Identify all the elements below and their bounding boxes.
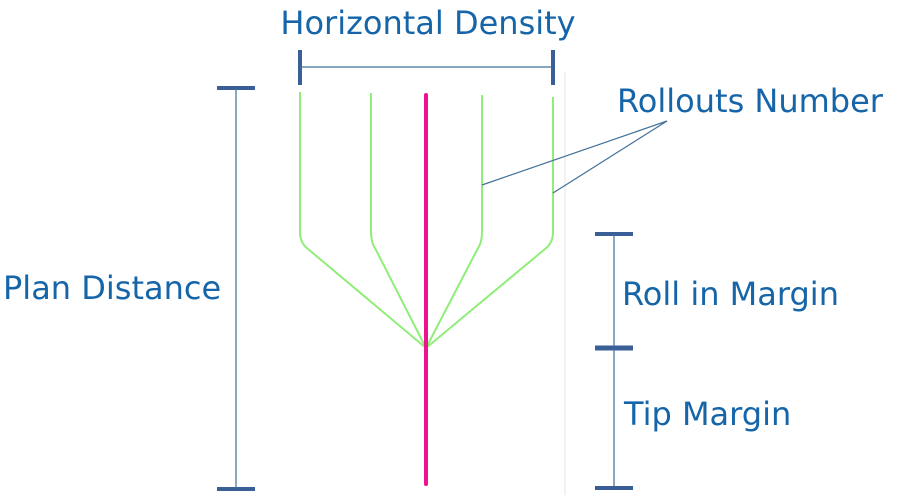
- rollout-path: [299, 92, 427, 349]
- plan-distance-label: Plan Distance: [3, 269, 221, 307]
- roll-in-margin-label: Roll in Margin: [622, 275, 839, 313]
- horizontal-density-label: Horizontal Density: [280, 4, 575, 42]
- pointer-line: [552, 120, 668, 194]
- rollout-path: [370, 93, 427, 349]
- margin-dimensions: [595, 232, 633, 490]
- rollouts-number-pointers: [481, 120, 668, 194]
- tip-margin-label: Tip Margin: [623, 395, 791, 433]
- pointer-line: [481, 120, 668, 186]
- horizontal-density-dimension: [298, 50, 555, 85]
- rollout-path: [425, 97, 554, 349]
- rollouts-number-label: Rollouts Number: [617, 82, 884, 120]
- rollout-paths: [299, 92, 554, 349]
- plan-distance-dimension: [217, 86, 255, 491]
- rollout-path: [425, 95, 483, 349]
